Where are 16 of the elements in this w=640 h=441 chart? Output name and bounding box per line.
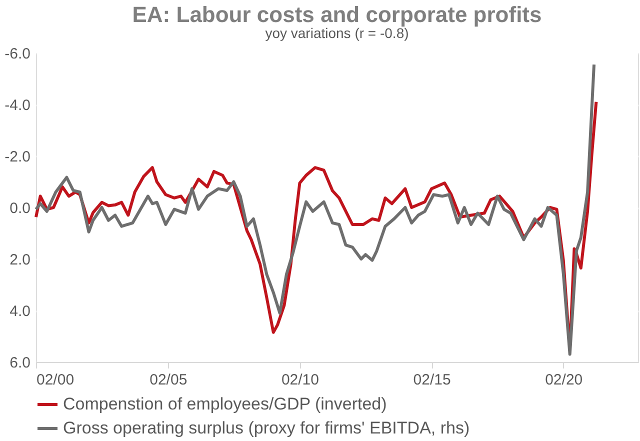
x-tick-label: 02/20 [545,372,583,388]
x-tick-label: 02/10 [281,372,319,388]
chart-subtitle: yoy variations (r = -0.8) [265,25,409,41]
y-tick-label: -4.0 [4,97,30,114]
y-tick-label: 6.0 [10,354,30,372]
x-tick-label: 02/00 [36,372,74,388]
legend-label: Gross operating surplus (proxy for firms' EBITDA, rhs) [63,418,470,438]
legend-label: Compenstion of employees/GDP (inverted) [63,394,387,414]
x-tick-label: 02/15 [413,372,451,388]
y-tick-label: -6.0 [4,46,30,62]
y-tick-label: 4.0 [10,303,30,320]
y-tick-label: -2.0 [4,148,30,166]
chart-title: EA: Labour costs and corporate profits [132,2,542,27]
x-tick-label: 02/05 [150,372,188,388]
y-tick-label: 2.0 [10,252,30,268]
y-tick-label: 0.0 [10,200,30,217]
